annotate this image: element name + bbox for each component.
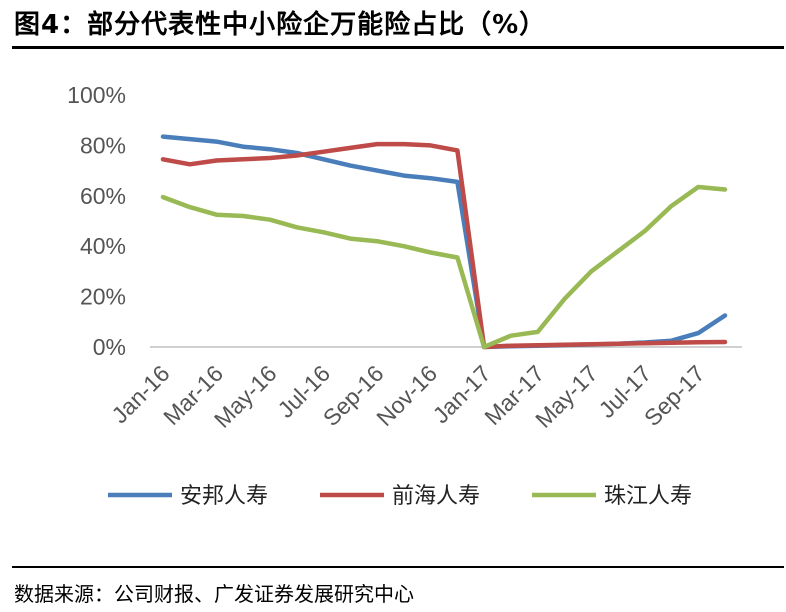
chart-title: 图4：部分代表性中小险企万能险占比（%） <box>14 10 547 40</box>
x-axis-ticks: Jan-16Mar-16May-16Jul-16Sep-16Nov-16Jan-… <box>106 360 709 433</box>
y-tick-label: 40% <box>80 233 126 259</box>
source-note: 数据来源：公司财报、广发证券发展研究中心 <box>14 582 414 606</box>
y-tick-label: 20% <box>80 284 126 310</box>
series-line-0 <box>160 134 728 350</box>
y-tick-label: 100% <box>67 82 126 108</box>
legend-label-1: 前海人寿 <box>392 484 480 509</box>
title-rule <box>12 46 784 49</box>
series-line-2 <box>160 184 728 350</box>
series-line-1 <box>160 141 728 350</box>
y-tick-label: 0% <box>93 334 126 360</box>
legend: 安邦人寿 前海人寿 珠江人寿 <box>108 484 692 509</box>
series-lines <box>160 134 728 350</box>
legend-label-2: 珠江人寿 <box>604 484 692 509</box>
y-tick-label: 60% <box>80 183 126 209</box>
x-tick-label: Nov-16 <box>371 360 442 431</box>
y-axis-ticks: 0% 20% 40% 60% 80% 100% <box>67 82 126 360</box>
y-tick-label: 80% <box>80 132 126 158</box>
x-tick-label: Sep-17 <box>639 360 710 431</box>
legend-label-0: 安邦人寿 <box>180 484 268 509</box>
source-rule <box>12 566 784 568</box>
